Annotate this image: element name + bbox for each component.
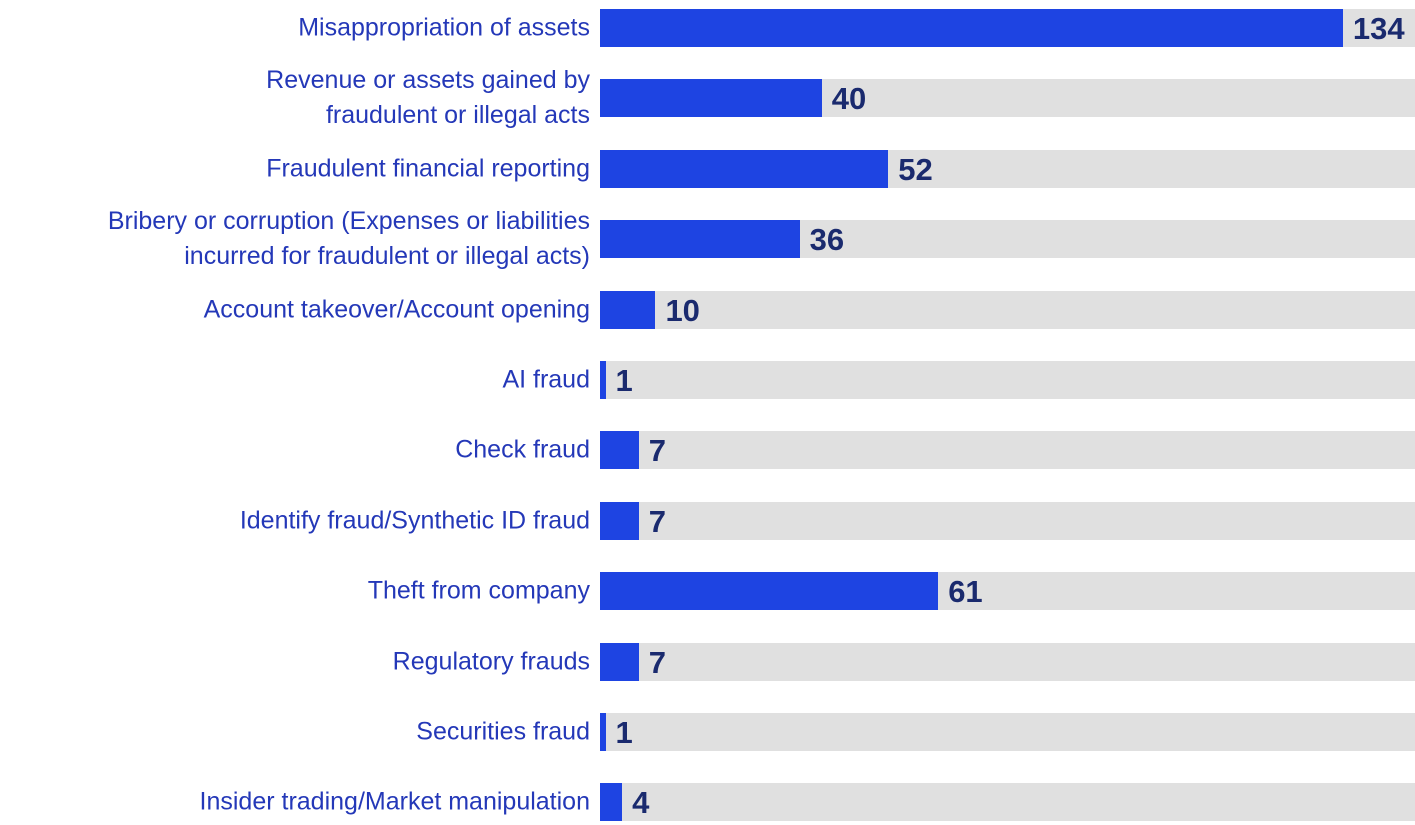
category-label: Securities fraud: [416, 717, 590, 746]
category-label: Bribery or corruption (Expenses or liabi…: [107, 207, 590, 271]
value-label: 61: [948, 574, 983, 610]
category-label: Regulatory frauds: [392, 647, 590, 676]
category-label: Fraudulent financial reporting: [266, 154, 590, 183]
bar: [600, 290, 656, 329]
category-label: AI fraud: [502, 365, 590, 394]
bar: [600, 713, 606, 751]
bar: [600, 431, 639, 470]
bar: [600, 149, 889, 188]
category-label: Check fraud: [455, 435, 590, 464]
category-label: Insider trading/Market manipulation: [199, 787, 590, 816]
category-label: Misappropriation of assets: [298, 13, 590, 42]
bar: [600, 783, 623, 822]
bar-track: [600, 361, 1415, 399]
bar: [600, 572, 939, 611]
bar-track: [600, 431, 1415, 470]
category-label: Revenue or assets gained by fraudulent o…: [266, 66, 590, 130]
bar: [600, 79, 822, 118]
value-label: 7: [648, 433, 667, 469]
category-label: Identify fraud/Synthetic ID fraud: [239, 506, 590, 535]
value-label: 1: [615, 363, 633, 398]
value-label: 134: [1352, 11, 1405, 46]
bar: [600, 220, 800, 259]
value-label: 7: [648, 644, 667, 680]
value-label: 1: [615, 715, 633, 750]
bar: [600, 501, 639, 540]
value-label: 4: [632, 785, 650, 821]
bar-track: [600, 713, 1415, 751]
category-label: Account takeover/Account opening: [203, 295, 590, 324]
bar-track: [600, 290, 1415, 329]
value-label: 52: [898, 151, 933, 187]
category-label: Theft from company: [367, 576, 590, 605]
bar-track: [600, 642, 1415, 681]
bar-track: [600, 783, 1415, 822]
value-label: 7: [648, 503, 667, 539]
value-label: 36: [809, 222, 845, 258]
bar: [600, 9, 1343, 47]
bar: [600, 642, 639, 681]
value-label: 40: [831, 81, 867, 117]
bar-track: [600, 501, 1415, 540]
bar: [600, 361, 606, 399]
value-label: 10: [665, 292, 700, 328]
